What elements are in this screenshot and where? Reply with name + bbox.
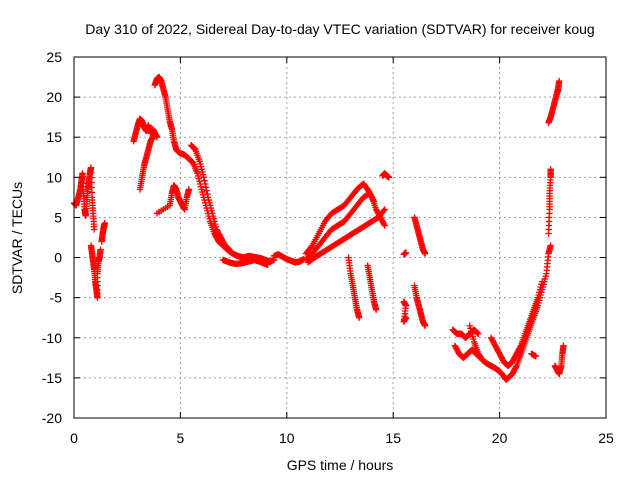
data-point xyxy=(516,343,524,351)
y-tick-label: -15 xyxy=(42,370,62,386)
data-point xyxy=(555,77,563,85)
data-point xyxy=(370,196,377,204)
data-point xyxy=(226,246,233,253)
data-point xyxy=(91,226,98,233)
data-point xyxy=(421,250,429,257)
data-point xyxy=(547,166,554,173)
data-points xyxy=(70,73,567,383)
y-tick-label: 10 xyxy=(46,169,62,185)
data-point xyxy=(185,186,193,193)
data-point xyxy=(512,363,520,371)
x-tick-label: 15 xyxy=(385,430,401,446)
grid-lines xyxy=(74,57,606,418)
axis-ticks: 0 5 10 15 20 25 -20 -15 -10 -5 0 5 10 15 20 25 xyxy=(42,49,614,446)
data-point xyxy=(200,174,208,181)
x-tick-label: 0 xyxy=(70,430,78,446)
data-point xyxy=(101,219,109,227)
y-tick-label: -20 xyxy=(42,410,62,426)
data-point xyxy=(538,278,546,285)
x-tick-label: 10 xyxy=(279,430,295,446)
plot-frame xyxy=(73,56,607,419)
y-tick-label: 20 xyxy=(46,89,62,105)
data-point xyxy=(475,330,482,337)
data-point xyxy=(149,134,156,141)
data-point xyxy=(370,198,378,205)
y-axis-label: SDTVAR / TECUs xyxy=(9,182,25,294)
data-point xyxy=(225,245,232,253)
x-tick-label: 5 xyxy=(177,430,185,446)
y-tick-label: -5 xyxy=(50,290,63,306)
y-tick-label: 5 xyxy=(54,209,62,225)
data-point xyxy=(381,222,388,229)
data-point xyxy=(355,314,363,321)
y-tick-label: 0 xyxy=(54,250,62,266)
x-tick-label: 20 xyxy=(492,430,508,446)
data-point xyxy=(380,207,387,214)
y-tick-label: 15 xyxy=(46,129,62,145)
data-point xyxy=(532,353,539,360)
data-point xyxy=(201,177,208,184)
data-point xyxy=(97,246,104,253)
x-tick-label: 25 xyxy=(598,430,614,446)
data-point xyxy=(202,184,210,191)
data-point xyxy=(264,261,271,268)
data-point xyxy=(474,329,481,337)
data-point xyxy=(547,242,554,249)
data-point xyxy=(203,187,210,194)
data-point xyxy=(381,206,388,213)
data-point xyxy=(385,174,393,181)
data-point xyxy=(380,220,388,228)
data-point xyxy=(560,342,567,349)
data-point xyxy=(421,322,429,329)
data-point xyxy=(402,314,410,321)
y-tick-label: -10 xyxy=(42,330,62,346)
data-point xyxy=(473,329,481,336)
x-axis-label: GPS time / hours xyxy=(287,457,394,473)
data-point xyxy=(372,306,380,313)
data-point xyxy=(204,190,211,198)
data-point xyxy=(308,243,315,251)
data-point xyxy=(190,144,198,152)
data-point xyxy=(402,249,410,256)
data-point xyxy=(202,180,209,188)
data-point xyxy=(224,244,232,252)
y-tick-label: 25 xyxy=(46,49,62,65)
chart-title: Day 310 of 2022, Sidereal Day-to-day VTE… xyxy=(85,21,594,37)
